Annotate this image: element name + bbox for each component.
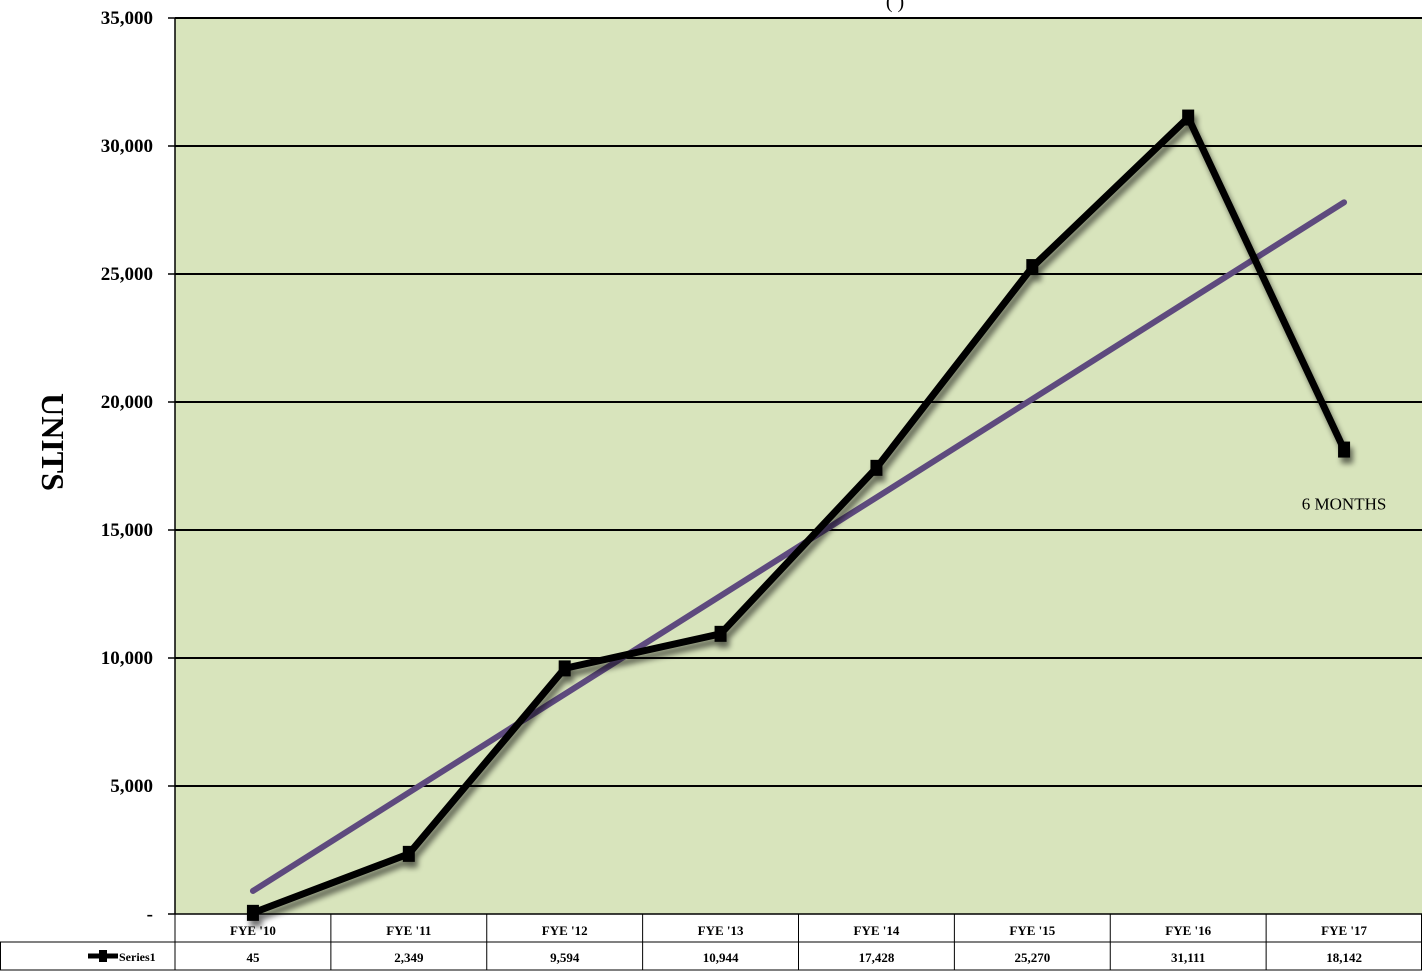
category-label: FYE '17 <box>1321 923 1367 938</box>
series-point <box>1026 259 1039 276</box>
series-point <box>870 459 883 476</box>
category-label: FYE '10 <box>230 923 276 938</box>
data-table-value: 2,349 <box>394 950 424 965</box>
series-point <box>402 845 415 862</box>
annotation-6-months: 6 MONTHS <box>1302 495 1387 514</box>
data-table-value: 18,142 <box>1326 950 1362 965</box>
y-axis-ticks: - 5,000 10,000 15,000 20,000 25,000 30,000 35,0… <box>101 8 175 925</box>
y-tick-label: 10,000 <box>101 648 153 669</box>
category-label: FYE '14 <box>854 923 900 938</box>
y-tick-label: 25,000 <box>101 264 153 285</box>
gridlines <box>175 17 1422 915</box>
y-tick-label: 5,000 <box>110 776 153 797</box>
data-table-value: 10,944 <box>703 950 739 965</box>
series-point <box>1182 109 1195 126</box>
series-group <box>246 109 1351 921</box>
y-axis-label: UNITS <box>35 393 71 491</box>
category-label: FYE '11 <box>386 923 431 938</box>
data-table-value: 17,428 <box>859 950 895 965</box>
series-line <box>251 114 1348 917</box>
y-tick-label: 35,000 <box>101 8 153 29</box>
y-tick-label: 30,000 <box>101 136 153 157</box>
chart-title-fragment: ( ) <box>886 0 904 13</box>
category-label: FYE '12 <box>542 923 588 938</box>
y-tick-label: - <box>147 904 153 925</box>
y-tick-label: 20,000 <box>101 392 153 413</box>
series-point <box>558 660 571 677</box>
legend-series-name: Series1 <box>119 950 156 964</box>
category-label: FYE '16 <box>1165 923 1211 938</box>
data-table-value: 25,270 <box>1014 950 1050 965</box>
data-table: FYE '10 FYE '11 FYE '12 FYE '13 FYE '14 FYE '… <box>0 914 1422 971</box>
series-point <box>1338 441 1351 458</box>
data-table-value: 9,594 <box>550 950 580 965</box>
plot-area <box>175 18 1422 914</box>
legend-marker-swatch <box>99 950 107 962</box>
data-table-value: 45 <box>246 950 260 965</box>
data-table-value: 31,111 <box>1171 950 1205 965</box>
series-point <box>246 904 259 921</box>
category-label: FYE '15 <box>1009 923 1055 938</box>
y-tick-label: 15,000 <box>101 520 153 541</box>
series-point <box>714 625 727 642</box>
category-label: FYE '13 <box>698 923 744 938</box>
